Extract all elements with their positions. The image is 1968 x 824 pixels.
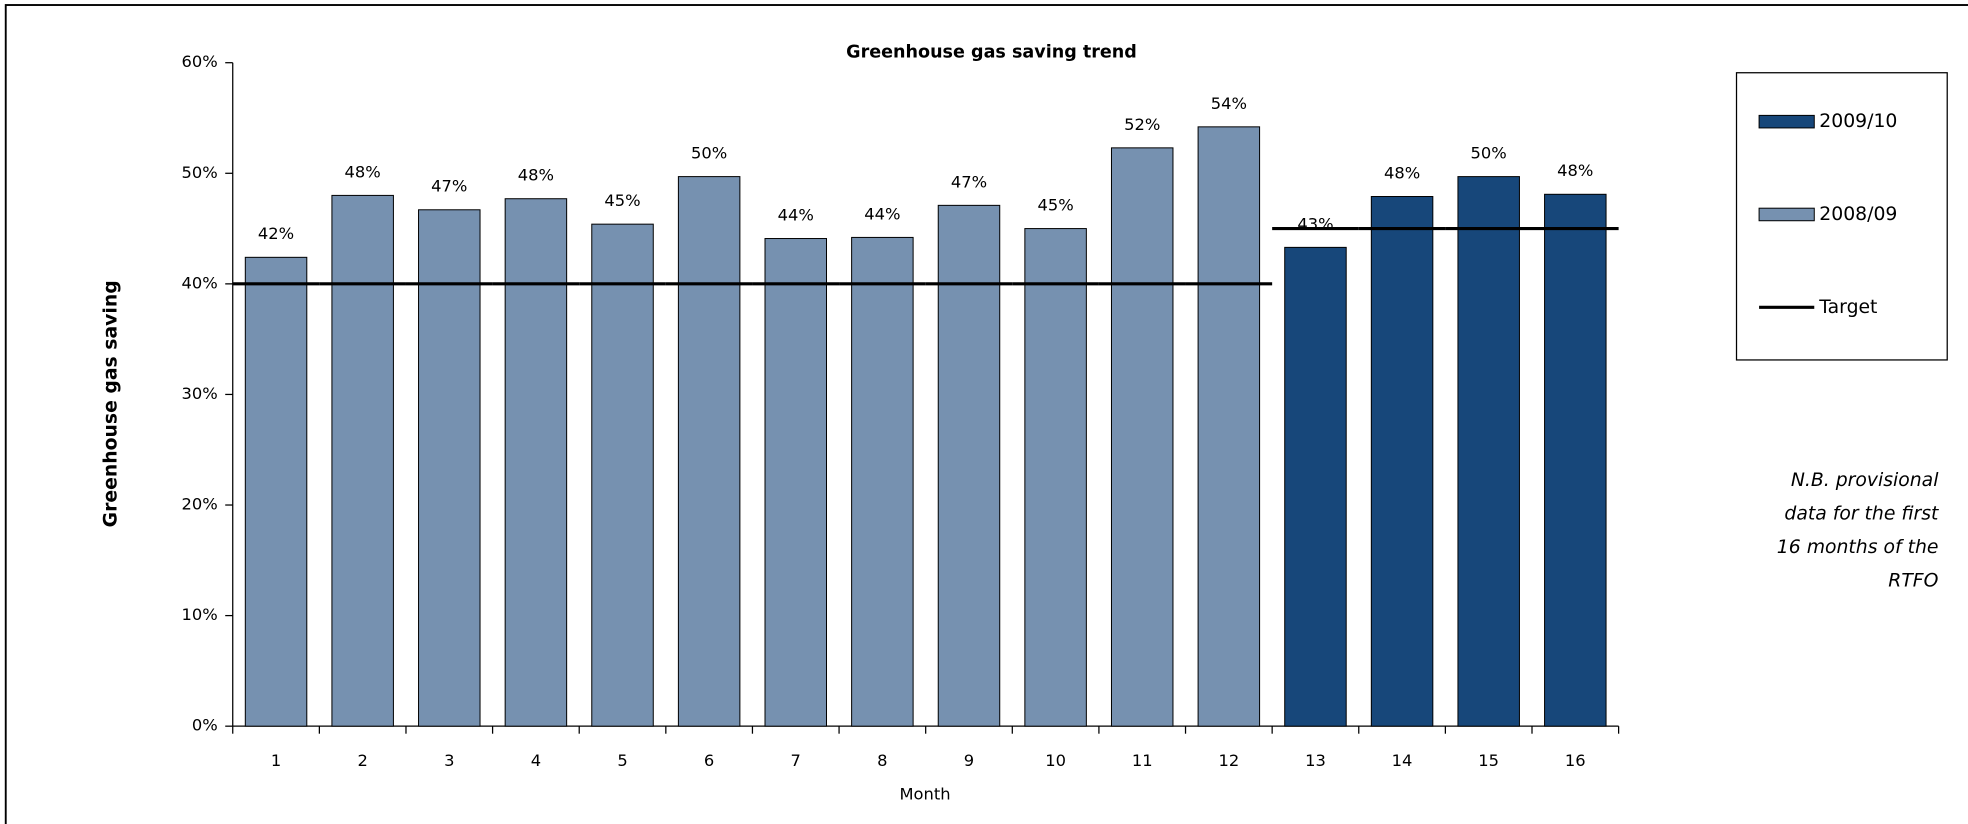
bar: [418, 209, 481, 727]
y-tick-label: 60%: [181, 52, 217, 71]
x-tick-label: 10: [1045, 751, 1066, 770]
bar: [1110, 147, 1174, 727]
chart-frame: [4, 4, 1968, 824]
data-label: 47%: [431, 177, 467, 196]
x-tick-label: 12: [1218, 751, 1239, 770]
data-label: 48%: [518, 166, 554, 185]
x-tick-label: 9: [964, 751, 974, 770]
x-tick-label: 8: [877, 751, 887, 770]
bar: [1197, 126, 1261, 727]
data-label: 50%: [691, 144, 727, 163]
legend-label: 2009/10: [1819, 111, 1897, 132]
legend-swatch: [1758, 207, 1815, 222]
data-label: 47%: [951, 172, 987, 191]
data-label: 45%: [604, 191, 640, 210]
annotation: N.B. provisional: [1791, 470, 1939, 491]
data-label: 52%: [1124, 115, 1160, 134]
data-label: 48%: [1557, 161, 1593, 180]
bar: [331, 194, 394, 727]
data-label: 48%: [345, 162, 381, 181]
data-label: 48%: [1384, 163, 1420, 182]
x-tick-label: 2: [357, 751, 367, 770]
x-tick-label: 4: [531, 751, 541, 770]
data-label: 44%: [778, 205, 814, 224]
x-tick-label: 11: [1132, 751, 1153, 770]
bar: [1544, 193, 1607, 727]
annotation: data for the first: [1784, 503, 1939, 524]
annotation: RTFO: [1888, 570, 1938, 591]
bar: [1370, 196, 1434, 727]
bar: [851, 236, 914, 727]
x-tick-label: 15: [1478, 751, 1499, 770]
y-tick-label: 20%: [181, 495, 217, 514]
y-tick-label: 0%: [192, 716, 218, 735]
legend-swatch: [1758, 114, 1815, 129]
y-tick-label: 40%: [181, 273, 217, 292]
data-label: 45%: [1037, 196, 1073, 215]
bar: [591, 223, 654, 727]
y-tick-label: 30%: [181, 384, 217, 403]
bar: [677, 176, 741, 727]
bar: [1457, 176, 1520, 727]
data-label: 44%: [864, 204, 900, 223]
bar: [244, 256, 308, 727]
y-tick-label: 50%: [181, 163, 217, 182]
chart-title: Greenhouse gas saving trend: [846, 43, 1137, 63]
legend-label: 2008/09: [1819, 204, 1897, 225]
x-tick-label: 14: [1392, 751, 1413, 770]
data-label: 50%: [1471, 144, 1507, 163]
x-tick-label: 1: [271, 751, 281, 770]
bar: [1024, 228, 1087, 727]
x-tick-label: 7: [791, 751, 801, 770]
y-tick-label: 10%: [181, 605, 217, 624]
x-tick-label: 6: [704, 751, 714, 770]
x-tick-label: 13: [1305, 751, 1326, 770]
x-tick-label: 5: [617, 751, 627, 770]
x-axis-label: Month: [900, 785, 951, 804]
x-tick-label: 16: [1565, 751, 1586, 770]
y-axis-label: Greenhouse gas saving: [101, 280, 122, 527]
data-label: 54%: [1211, 94, 1247, 113]
bar: [764, 238, 828, 727]
bar: [1284, 246, 1347, 727]
bar: [937, 204, 1001, 727]
data-label: 43%: [1297, 214, 1333, 233]
x-tick-label: 3: [444, 751, 454, 770]
annotation: 16 months of the: [1777, 537, 1939, 558]
data-label: 42%: [258, 224, 294, 243]
legend-label: Target: [1818, 297, 1877, 318]
bar: [504, 198, 568, 727]
